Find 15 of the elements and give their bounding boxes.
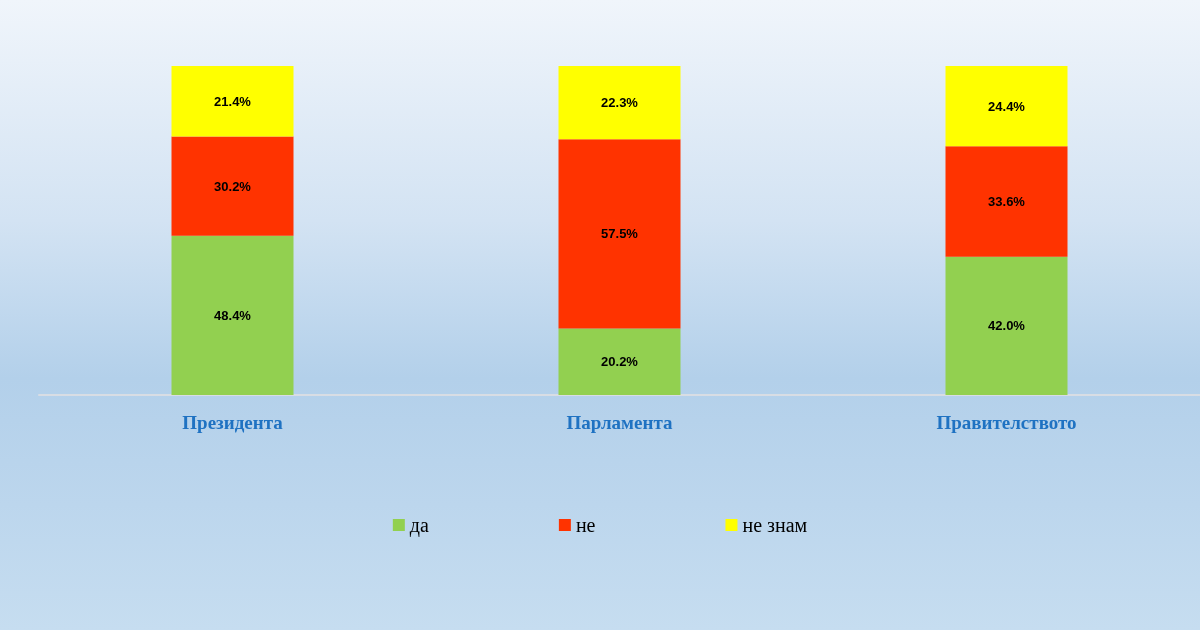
data-label: 30.2% — [214, 178, 252, 194]
legend-label: да — [409, 514, 429, 537]
data-label: 21.4% — [214, 93, 252, 109]
legend-label: не — [575, 514, 596, 536]
data-label: 48.4% — [214, 307, 252, 323]
data-label: 24.4% — [988, 98, 1026, 114]
data-label: 57.5% — [601, 226, 639, 242]
legend-label: не знам — [742, 514, 808, 536]
data-label: 33.6% — [988, 194, 1026, 210]
data-label: 42.0% — [988, 318, 1026, 334]
x-tick-label: Правителството — [936, 412, 1077, 433]
data-label: 22.3% — [601, 95, 639, 111]
x-tick-label: Парламента — [566, 412, 673, 433]
data-label: 20.2% — [601, 354, 639, 370]
x-tick-label: Президента — [182, 412, 284, 433]
